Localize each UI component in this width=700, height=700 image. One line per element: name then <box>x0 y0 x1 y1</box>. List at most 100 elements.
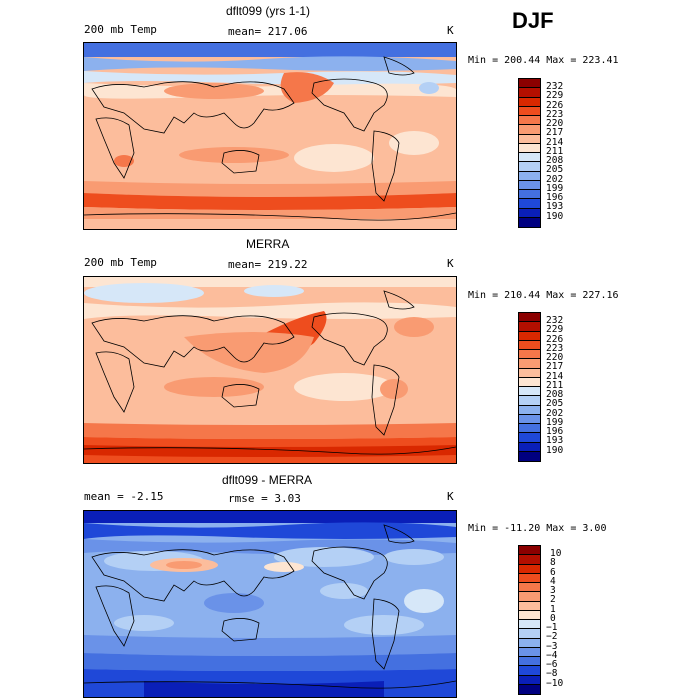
colorbar-swatch <box>519 601 540 611</box>
panel-3-minmax: Min = -11.20 Max = 3.00 <box>468 523 607 534</box>
colorbar-swatch <box>519 134 540 144</box>
colorbar-label: 211 <box>546 379 564 391</box>
colorbar-swatch <box>519 573 540 583</box>
colorbar-swatch <box>519 368 540 378</box>
colorbar-swatch <box>519 88 540 98</box>
colorbar-swatch <box>519 116 540 126</box>
panel-1-variable: 200 mb Temp <box>84 23 157 36</box>
colorbar-swatch <box>519 638 540 648</box>
panel-3-colorbar <box>518 545 541 695</box>
colorbar-label: 205 <box>546 398 564 410</box>
colorbar-swatch <box>519 190 540 200</box>
colorbar-swatch <box>519 629 540 639</box>
colorbar-label: 193 <box>546 201 564 213</box>
colorbar-label: 217 <box>546 127 564 139</box>
panel-2-minmax: Min = 210.44 Max = 227.16 <box>468 290 619 301</box>
colorbar-swatch <box>519 359 540 369</box>
colorbar-label: 6 <box>550 566 556 578</box>
panel-1-title: dflt099 (yrs 1-1) <box>226 4 311 18</box>
panel-2-title: MERRA <box>246 237 290 251</box>
panel-2-map <box>83 276 457 464</box>
colorbar-swatch <box>519 387 540 397</box>
colorbar-swatch <box>519 171 540 181</box>
colorbar-swatch <box>519 564 540 574</box>
colorbar-swatch <box>519 377 540 387</box>
colorbar-label: 199 <box>546 416 564 428</box>
panel-3-rmse: rmse = 3.03 <box>228 492 301 505</box>
colorbar-label: −2 <box>546 631 558 643</box>
colorbar-label: 223 <box>546 342 564 354</box>
colorbar-label: 190 <box>546 444 564 456</box>
colorbar-swatch <box>519 583 540 593</box>
colorbar-label: 2 <box>550 594 556 606</box>
colorbar-swatch <box>519 647 540 657</box>
panel-3-mean: mean = -2.15 <box>84 490 164 503</box>
colorbar-swatch <box>519 451 540 461</box>
colorbar-swatch <box>519 610 540 620</box>
colorbar-label: 232 <box>546 315 564 326</box>
colorbar-swatch <box>519 217 540 227</box>
colorbar-label: 199 <box>546 182 564 194</box>
colorbar-label: 220 <box>546 352 564 363</box>
colorbar-label: −4 <box>546 649 558 661</box>
colorbar-label: 0 <box>550 612 556 624</box>
panel-3-unit: K <box>447 490 454 503</box>
colorbar-swatch <box>519 396 540 406</box>
colorbar-swatch <box>519 675 540 685</box>
colorbar-swatch <box>519 405 540 415</box>
season-label: DJF <box>512 8 554 33</box>
colorbar-swatch <box>519 620 540 630</box>
colorbar-label: 202 <box>546 173 564 185</box>
colorbar-label: 229 <box>546 324 564 336</box>
colorbar-label: −10 <box>546 677 564 689</box>
colorbar-label: 232 <box>546 81 564 92</box>
panel-3-title: dflt099 - MERRA <box>222 473 313 487</box>
colorbar-swatch <box>519 106 540 116</box>
colorbar-label: −3 <box>546 640 558 652</box>
panel-1-minmax: Min = 200.44 Max = 223.41 <box>468 55 619 66</box>
colorbar-label: 196 <box>546 192 564 203</box>
panel-1-mean: mean= 217.06 <box>228 25 308 38</box>
panel-1-colorbar <box>518 78 541 228</box>
panel-1-unit: K <box>447 24 454 37</box>
colorbar-swatch <box>519 433 540 443</box>
colorbar-label: 208 <box>546 389 564 400</box>
colorbar-label: 208 <box>546 155 564 166</box>
colorbar-label: 8 <box>550 557 556 569</box>
colorbar-swatch <box>519 546 540 556</box>
colorbar-swatch <box>519 125 540 135</box>
colorbar-swatch <box>519 442 540 452</box>
colorbar-label: 4 <box>550 575 556 587</box>
colorbar-label: −8 <box>546 668 558 680</box>
colorbar-label: 226 <box>546 333 564 345</box>
colorbar-label: 223 <box>546 108 564 120</box>
colorbar-label: 10 <box>550 548 562 559</box>
colorbar-swatch <box>519 657 540 667</box>
colorbar-swatch <box>519 666 540 676</box>
colorbar-label: 214 <box>546 136 564 148</box>
colorbar-swatch <box>519 199 540 209</box>
panel-2-colorbar <box>518 312 541 462</box>
panel-2-variable: 200 mb Temp <box>84 256 157 269</box>
colorbar-label: 202 <box>546 407 564 419</box>
colorbar-label: 205 <box>546 164 564 176</box>
colorbar-label: 220 <box>546 118 564 129</box>
colorbar-swatch <box>519 162 540 172</box>
colorbar-swatch <box>519 153 540 163</box>
colorbar-swatch <box>519 424 540 434</box>
colorbar-label: 193 <box>546 435 564 447</box>
colorbar-swatch <box>519 97 540 107</box>
colorbar-swatch <box>519 414 540 424</box>
colorbar-label: 217 <box>546 361 564 373</box>
colorbar-swatch <box>519 555 540 565</box>
colorbar-swatch <box>519 143 540 153</box>
colorbar-swatch <box>519 340 540 350</box>
colorbar-label: 211 <box>546 145 564 157</box>
colorbar-swatch <box>519 592 540 602</box>
colorbar-swatch <box>519 350 540 360</box>
panel-1-map <box>83 42 457 230</box>
colorbar-label: 226 <box>546 99 564 111</box>
colorbar-swatch <box>519 208 540 218</box>
colorbar-swatch <box>519 180 540 190</box>
colorbar-swatch <box>519 322 540 332</box>
